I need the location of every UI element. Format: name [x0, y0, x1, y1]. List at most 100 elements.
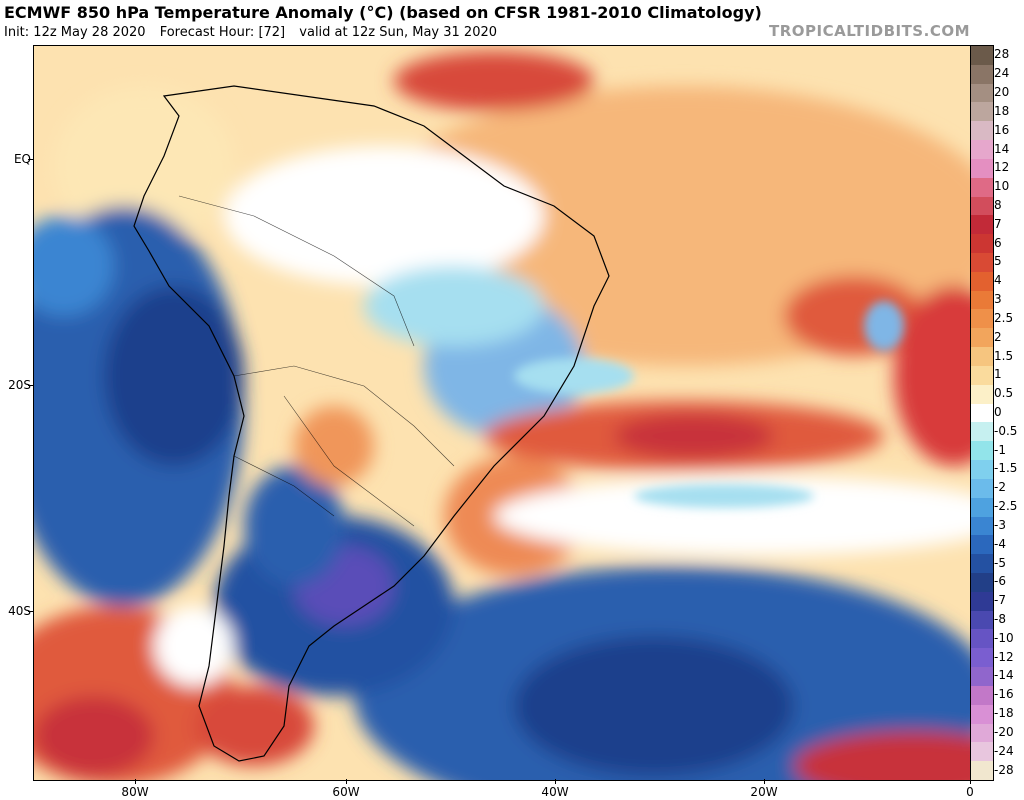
colorbar-label: -8 [994, 612, 1006, 627]
colorbar-label: -5 [994, 555, 1006, 570]
colorbar-swatch [971, 290, 993, 310]
colorbar-label: 0 [994, 405, 1002, 419]
colorbar-label: -24 [994, 743, 1014, 758]
latitude-tick [28, 385, 33, 386]
colorbar-label: -4 [994, 536, 1006, 551]
colorbar-swatch [971, 441, 993, 461]
longitude-tick [135, 779, 136, 784]
longitude-tick [346, 779, 347, 784]
colorbar-swatch [971, 347, 993, 367]
colorbar-label: 0.5 [994, 386, 1014, 401]
colorbar-swatch [971, 460, 993, 480]
colorbar-swatch [971, 685, 993, 706]
colorbar-swatch [971, 215, 993, 235]
colorbar-swatch [971, 422, 993, 442]
colorbar-label: -28 [994, 762, 1014, 777]
colorbar-label: -20 [994, 724, 1014, 739]
colorbar-label: 1.5 [994, 348, 1014, 363]
longitude-label: 0 [966, 785, 974, 799]
colorbar-swatch [971, 328, 993, 348]
cool-patches [514, 301, 904, 508]
colorbar-label: 24 [994, 66, 1010, 81]
colorbar-label: 8 [994, 197, 1002, 212]
colorbar-swatch [971, 102, 993, 122]
colorbar-label: 6 [994, 235, 1002, 250]
colorbar-swatch [971, 177, 993, 198]
colorbar-label: -14 [994, 668, 1014, 683]
anomaly-field [34, 51, 971, 780]
colorbar-label: 12 [994, 160, 1010, 175]
colorbar-label: 14 [994, 141, 1010, 156]
colorbar-swatch [971, 648, 993, 668]
colorbar [970, 45, 994, 781]
colorbar-swatch [971, 234, 993, 254]
colorbar-swatch [971, 516, 993, 536]
colorbar-label: 20 [994, 85, 1010, 100]
colorbar-label: -12 [994, 649, 1014, 664]
longitude-label: 80W [121, 785, 149, 799]
colorbar-label: -1.5 [994, 461, 1018, 476]
colorbar-swatch [971, 723, 993, 743]
colorbar-swatch [971, 158, 993, 179]
colorbar-label: -16 [994, 687, 1014, 702]
map-subtitle: Init: 12z May 28 2020 Forecast Hour: [72… [4, 25, 507, 40]
latitude-label: 20S [8, 378, 31, 392]
colorbar-swatch [971, 478, 993, 499]
map-panel[interactable] [33, 45, 972, 781]
brand-watermark: TROPICALTIDBITS.COM [769, 22, 970, 40]
colorbar-label: 2 [994, 329, 1002, 344]
colorbar-swatch [971, 591, 993, 612]
colorbar-swatch [971, 271, 993, 292]
colorbar-swatch [971, 572, 993, 593]
colorbar-label: 10 [994, 179, 1010, 194]
colorbar-swatch [971, 384, 993, 405]
longitude-label: 40W [541, 785, 569, 799]
map-title: ECMWF 850 hPa Temperature Anomaly (°C) (… [4, 3, 762, 22]
colorbar-label: 2.5 [994, 310, 1014, 325]
colorbar-label: -6 [994, 574, 1006, 589]
colorbar-swatch [971, 403, 993, 423]
colorbar-swatch [971, 46, 993, 66]
colorbar-swatch [971, 761, 993, 781]
anomaly-map [34, 46, 971, 780]
longitude-tick [970, 779, 971, 784]
colorbar-swatch [971, 196, 993, 216]
country-borders [178, 195, 455, 527]
longitude-label: 20W [750, 785, 778, 799]
colorbar-label: -2.5 [994, 499, 1018, 514]
colorbar-swatch [971, 140, 993, 160]
longitude-tick [764, 779, 765, 784]
valid-time: valid at 12z Sun, May 31 2020 [299, 25, 498, 40]
colorbar-label: -2 [994, 480, 1006, 495]
longitude-tick [555, 779, 556, 784]
colorbar-label: 5 [994, 254, 1002, 269]
colorbar-label: 3 [994, 292, 1002, 307]
latitude-tick [28, 611, 33, 612]
init-time: Init: 12z May 28 2020 [4, 25, 146, 40]
colorbar-swatch [971, 253, 993, 273]
colorbar-swatch [971, 497, 993, 517]
colorbar-label: -10 [994, 630, 1014, 645]
colorbar-swatch [971, 365, 993, 386]
latitude-tick [28, 159, 33, 160]
colorbar-swatch [971, 742, 993, 762]
colorbar-label: -3 [994, 517, 1006, 532]
colorbar-swatch [971, 704, 993, 725]
colorbar-label: 1 [994, 367, 1002, 382]
colorbar-swatch [971, 121, 993, 141]
colorbar-label: 28 [994, 47, 1010, 62]
colorbar-swatch [971, 629, 993, 649]
colorbar-label: -0.5 [994, 423, 1018, 438]
colorbar-swatch [971, 554, 993, 574]
colorbar-swatch [971, 610, 993, 630]
colorbar-label: 7 [994, 216, 1002, 231]
colorbar-label: 16 [994, 122, 1010, 137]
colorbar-label: -7 [994, 593, 1006, 608]
colorbar-swatch [971, 309, 993, 329]
colorbar-swatch [971, 535, 993, 555]
colorbar-label: -18 [994, 706, 1014, 721]
colorbar-swatch [971, 83, 993, 103]
colorbar-label: -1 [994, 442, 1006, 457]
colorbar-label: 4 [994, 273, 1002, 288]
latitude-label: 40S [8, 604, 31, 618]
